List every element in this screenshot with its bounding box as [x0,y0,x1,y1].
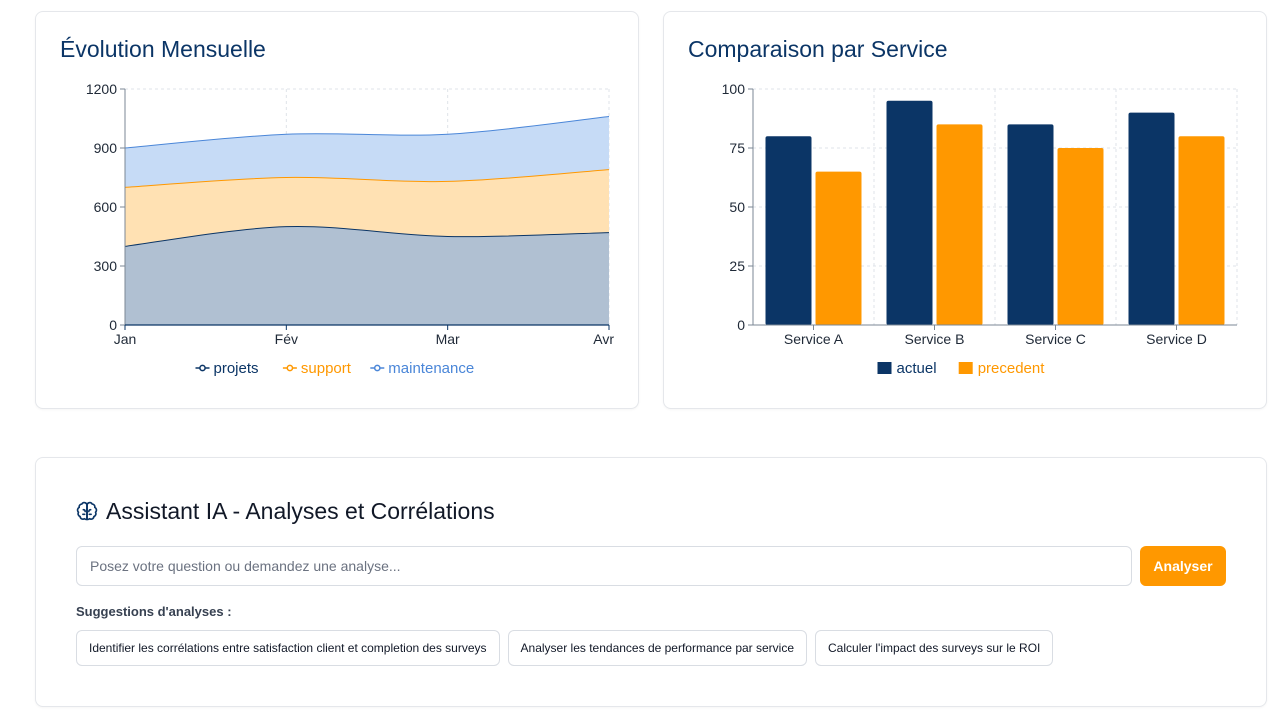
x-tick-label: Fév [275,331,298,347]
x-tick-label: Mar [436,331,460,347]
bar-precedent-1 [815,171,862,325]
x-tick-label: Avr [593,331,614,347]
area-support [125,169,609,247]
assistant-card: Assistant IA - Analyses et Corrélations … [35,457,1267,707]
suggestions-label: Suggestions d'analyses : [76,604,232,619]
suggestion-chip-tendances[interactable]: Analyser les tendances de performance pa… [507,630,808,666]
legend-swatch-precedent [958,362,973,374]
legend-label-projets: projets [214,360,259,377]
bar-actuel-1 [765,136,812,325]
y-tick-label: 25 [729,258,745,274]
suggestion-chip-roi[interactable]: Calculer l'impact des surveys sur le ROI [815,630,1054,666]
assistant-title: Assistant IA - Analyses et Corrélations [106,498,495,524]
y-tick-label: 1200 [86,81,117,97]
bar-precedent-4 [1178,136,1225,325]
y-tick-label: 300 [94,258,118,274]
brain-icon [76,501,98,520]
area-line-projets [124,225,610,247]
analyze-button[interactable]: Analyser [1140,546,1226,586]
y-tick-label: 0 [737,317,745,333]
legend-dot-support [286,364,294,372]
x-tick-label: Service A [784,331,844,347]
y-tick-label: 0 [109,317,117,333]
legend-label-maintenance: maintenance [388,360,474,377]
assistant-header: Assistant IA - Analyses et Corrélations [76,498,495,525]
x-tick-label: Service D [1146,331,1207,347]
x-tick-label: Service B [905,331,965,347]
comparison-title: Comparaison par Service [688,36,948,62]
area-maintenance [125,116,609,188]
evolution-area-chart: 0 300 600 900 1200 Jan Fév Mar Avr projets support… [86,81,614,377]
bar-precedent-2 [936,124,983,326]
legend-dot-maintenance [373,364,381,372]
area-line-support [124,169,610,188]
y-tick-label: 75 [729,140,745,156]
bar-actuel-3 [1007,124,1054,326]
legend-dot-projets [199,364,206,372]
suggestions-list: Identifier les corrélations entre satisf… [76,630,1054,666]
y-tick-label: 600 [94,199,118,215]
legend-label-precedent: precedent [978,360,1046,377]
y-tick-label: 900 [94,140,118,156]
x-tick-label: Service C [1025,331,1086,347]
bar-precedent-3 [1057,148,1104,325]
legend-swatch-actuel [877,362,892,374]
analysis-query-input[interactable] [76,546,1132,586]
comparison-card: Comparaison par Service Service A Service… [663,11,1267,409]
y-tick-label: 100 [722,81,746,97]
y-tick-label: 50 [729,199,745,215]
evolution-title: Évolution Mensuelle [60,36,266,62]
legend-label-support: support [301,360,352,377]
suggestion-chip-correlations[interactable]: Identifier les corrélations entre satisf… [76,630,500,666]
bar-actuel-4 [1128,112,1175,325]
comparison-bar-chart: Service A Service B Service C Service D 0 25 5… [722,81,1238,377]
bar-actuel-2 [886,100,933,325]
evolution-card: Évolution Mensuelle 0 300 600 900 1200 Jan Fév… [35,11,639,409]
x-tick-label: Jan [114,331,137,347]
legend-label-actuel: actuel [897,360,937,377]
area-projets [125,226,609,325]
area-line-maintenance [124,116,610,149]
